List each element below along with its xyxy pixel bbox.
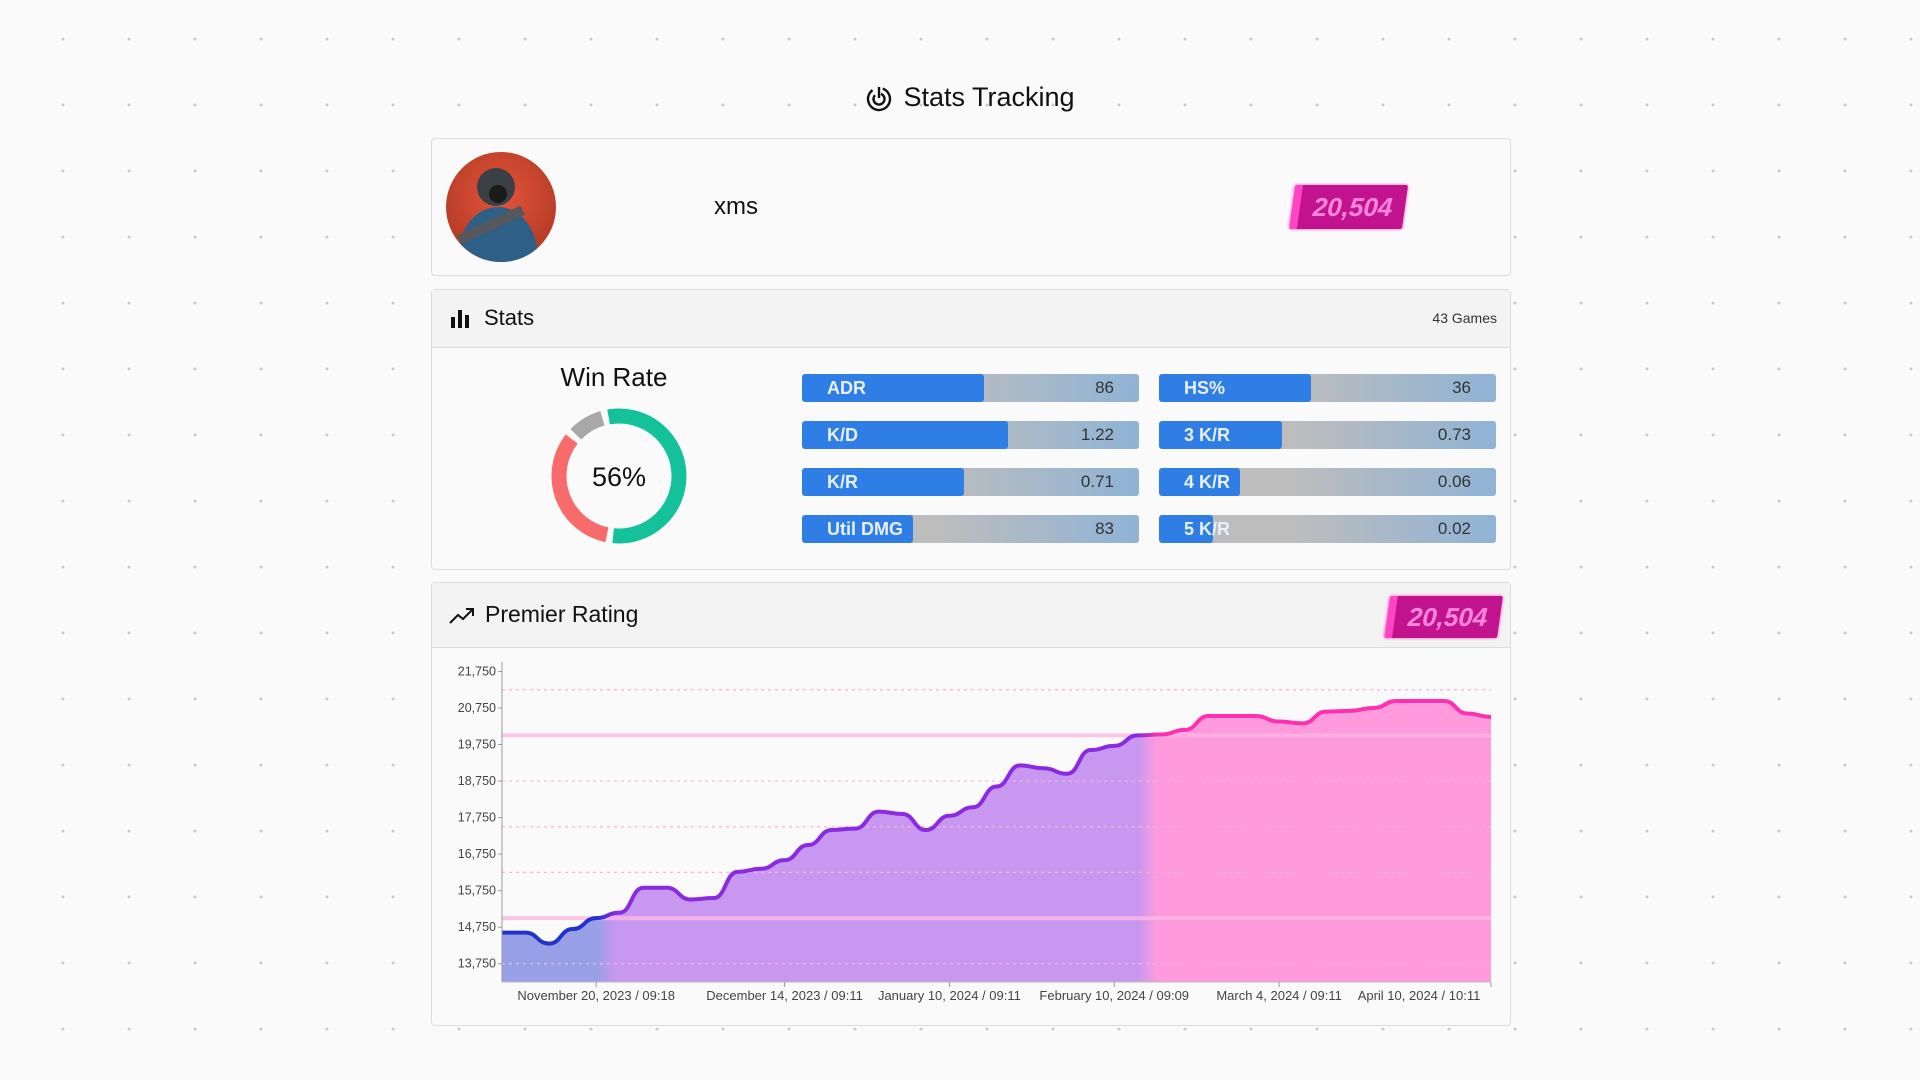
donut-segment-win xyxy=(607,408,687,544)
trending-up-icon xyxy=(449,608,474,624)
stat-value: 1.22 xyxy=(1080,425,1114,444)
stat-bar-fill xyxy=(802,468,964,496)
premier-rating-chart: 21,750 20,750 19,750 18,750 17,750 16,750 15,7… xyxy=(458,662,1492,1003)
stat-bar-fill xyxy=(802,421,1008,449)
stat-bar-fill xyxy=(1159,468,1240,496)
rating-line xyxy=(502,698,1492,946)
stat-bar-adr: ADR 86 xyxy=(802,374,1139,402)
premier-header: Premier Rating 20,504 xyxy=(432,583,1510,648)
donut-segment-other xyxy=(570,411,605,440)
y-tick-label: 13,750 xyxy=(458,957,496,971)
y-tick-label: 15,750 xyxy=(458,884,496,898)
stat-label: K/D xyxy=(827,425,858,445)
y-tick-label: 14,750 xyxy=(458,920,496,934)
stat-bar-3-k-r: 3 K/R 0.73 xyxy=(1159,421,1496,449)
stat-value: 0.71 xyxy=(1080,472,1114,491)
x-tick-label: April 10, 2024 / 10:11 xyxy=(1358,988,1481,1003)
rating-badge: 20,504 xyxy=(1288,185,1409,229)
y-tick-label: 17,750 xyxy=(458,811,496,825)
x-tick-label: November 20, 2023 / 09:18 xyxy=(517,988,675,1003)
rating-area xyxy=(502,700,1491,982)
y-tick-label: 18,750 xyxy=(458,774,496,788)
y-tick-label: 19,750 xyxy=(458,738,496,752)
win-rate-label: Win Rate xyxy=(560,362,668,392)
donut-segment-loss xyxy=(551,434,609,543)
stat-value: 36 xyxy=(1452,378,1471,397)
premier-title: Premier Rating xyxy=(485,601,639,627)
games-count: 43 Games xyxy=(1432,310,1497,326)
stat-bar-fill xyxy=(1159,421,1282,449)
profile-card: xms 20,504 xyxy=(431,138,1511,276)
stat-bar-k-r: K/R 0.71 xyxy=(802,468,1139,496)
stat-bar-fill xyxy=(802,515,914,543)
stat-bar-fill xyxy=(1159,374,1311,402)
stat-bar-hs-: HS% 36 xyxy=(1159,374,1496,402)
y-tick-label: 20,750 xyxy=(458,701,496,715)
stat-value: 83 xyxy=(1095,519,1114,538)
win-rate-value: 56% xyxy=(591,462,647,492)
x-tick-label: December 14, 2023 / 09:11 xyxy=(706,988,863,1003)
stat-label: 4 K/R xyxy=(1184,472,1231,492)
x-tick-label: January 10, 2024 / 09:11 xyxy=(878,988,1021,1003)
premier-rating-badge: 20,504 xyxy=(1384,596,1503,638)
stat-value: 0.06 xyxy=(1437,472,1471,491)
stats-card: Stats 43 Games Win Rate 56% ADR 86 K/D 1.22… xyxy=(431,289,1511,570)
stat-value: 0.73 xyxy=(1437,425,1471,444)
target-icon xyxy=(867,86,892,111)
stat-label: 3 K/R xyxy=(1184,425,1231,445)
stat-bar-util-dmg: Util DMG 83 xyxy=(802,515,1139,543)
y-tick-label: 21,750 xyxy=(458,664,496,678)
stat-label: 5 K/R xyxy=(1184,519,1231,539)
stat-value: 86 xyxy=(1095,378,1114,397)
stat-label: K/R xyxy=(827,472,858,492)
y-tick-label: 16,750 xyxy=(458,847,496,861)
stat-label: ADR xyxy=(827,378,866,398)
stat-bar-fill xyxy=(802,374,984,402)
stat-bar-fill xyxy=(1159,515,1213,543)
player-name: xms xyxy=(714,193,758,220)
bar-chart-icon xyxy=(451,310,469,328)
stat-value: 0.02 xyxy=(1437,519,1471,538)
stat-label: Util DMG xyxy=(827,519,903,539)
stat-bar-k-d: K/D 1.22 xyxy=(802,421,1139,449)
premier-card: Premier Rating 20,504 21,750 20,750 19,750… xyxy=(431,582,1511,1026)
win-rate-donut xyxy=(551,408,687,544)
stats-header: Stats 43 Games xyxy=(432,290,1510,348)
avatar xyxy=(446,152,556,262)
x-tick-label: March 4, 2024 / 09:11 xyxy=(1216,988,1342,1003)
stat-bar-4-k-r: 4 K/R 0.06 xyxy=(1159,468,1496,496)
stat-bar-5-k-r: 5 K/R 0.02 xyxy=(1159,515,1496,543)
x-tick-label: February 10, 2024 / 09:09 xyxy=(1039,988,1189,1003)
page-title: Stats Tracking xyxy=(0,82,1920,113)
stats-title: Stats xyxy=(484,305,535,330)
stat-label: HS% xyxy=(1184,378,1226,398)
